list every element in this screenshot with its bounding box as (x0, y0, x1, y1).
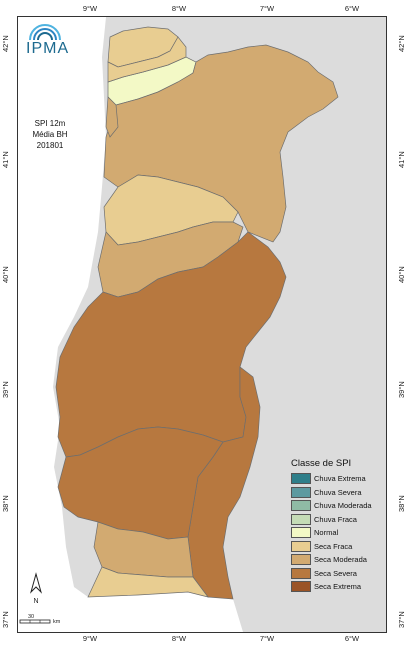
bottom-tick-8w: 8°W (171, 634, 187, 643)
legend-label: Chuva Extrema (314, 474, 366, 484)
legend-label: Chuva Fraca (314, 514, 357, 524)
top-tick-6w: 6°W (344, 4, 360, 13)
left-tick-40n: 40°N (1, 266, 10, 283)
legend-label: Seca Fraca (314, 541, 353, 551)
right-tick-39n: 39°N (397, 381, 404, 398)
legend-label: Chuva Moderada (314, 501, 372, 511)
sea-area (18, 17, 243, 632)
right-tick-42n: 42°N (397, 35, 404, 52)
basin-algarve-fraca (87, 566, 209, 598)
legend-item: Seca Severa (291, 567, 383, 581)
right-tick-38n: 38°N (397, 495, 404, 512)
portugal-spi-map (18, 17, 339, 632)
legend-swatch (291, 500, 311, 512)
info-aggregation: Média BH (32, 130, 68, 139)
left-tick-37n: 37°N (1, 611, 10, 628)
rainbow-arc-icon (29, 24, 61, 41)
legend-swatch (291, 567, 311, 579)
scale-unit: km (53, 619, 61, 625)
legend-label: Seca Extrema (314, 582, 362, 592)
legend-item: Seca Extrema (291, 580, 383, 594)
legend-swatch (291, 527, 311, 539)
info-index: SPI 12m (34, 119, 66, 128)
right-tick-40n: 40°N (397, 266, 404, 283)
top-tick-9w: 9°W (82, 4, 98, 13)
legend-item: Seca Fraca (291, 540, 383, 554)
map-info: SPI 12m Média BH 201801 (30, 118, 70, 151)
legend-label: Seca Severa (314, 568, 357, 578)
legend-swatch (291, 581, 311, 593)
legend: Classe de SPI Chuva Extrema Chuva Severa C… (291, 458, 383, 594)
basin-cavado-fraca (107, 36, 187, 83)
north-label: N (33, 598, 38, 605)
scale-bar-graphic: 30 km (19, 614, 61, 625)
scale-bar: 30 km (19, 612, 79, 625)
left-tick-41n: 41°N (1, 151, 10, 168)
legend-item: Chuva Fraca (291, 513, 383, 527)
ipma-logo: IPMA (24, 22, 68, 68)
top-tick-7w: 7°W (259, 4, 275, 13)
legend-item: Chuva Extrema (291, 472, 383, 486)
legend-title: Classe de SPI (291, 458, 352, 469)
bottom-tick-9w: 9°W (82, 634, 98, 643)
left-tick-39n: 39°N (1, 381, 10, 398)
legend-item: Seca Moderada (291, 553, 383, 567)
basin-sado-severa (57, 426, 224, 540)
left-tick-42n: 42°N (1, 35, 10, 52)
north-arrow-icon: N (30, 572, 42, 605)
right-tick-41n: 41°N (397, 151, 404, 168)
right-tick-37n: 37°N (397, 611, 404, 628)
legend-swatch (291, 540, 311, 552)
left-tick-38n: 38°N (1, 495, 10, 512)
scale-value: 30 (28, 614, 34, 620)
legend-swatch (291, 486, 311, 498)
basin-coastal-moderada (105, 96, 119, 138)
legend-items: Chuva Extrema Chuva Severa Chuva Moderada C… (291, 472, 383, 594)
info-period: 201801 (36, 141, 64, 150)
top-tick-8w: 8°W (171, 4, 187, 13)
ipma-logo-text: IPMA (26, 40, 70, 57)
legend-label: Seca Moderada (314, 555, 367, 565)
north-arrow: N (29, 572, 43, 606)
legend-swatch (291, 473, 311, 485)
bottom-tick-7w: 7°W (259, 634, 275, 643)
map-frame (17, 16, 387, 633)
legend-item: Normal (291, 526, 383, 540)
legend-item: Chuva Severa (291, 486, 383, 500)
legend-swatch (291, 554, 311, 566)
legend-swatch (291, 513, 311, 525)
legend-label: Normal (314, 528, 339, 538)
legend-item: Chuva Moderada (291, 499, 383, 513)
legend-label: Chuva Severa (314, 487, 362, 497)
bottom-tick-6w: 6°W (344, 634, 360, 643)
